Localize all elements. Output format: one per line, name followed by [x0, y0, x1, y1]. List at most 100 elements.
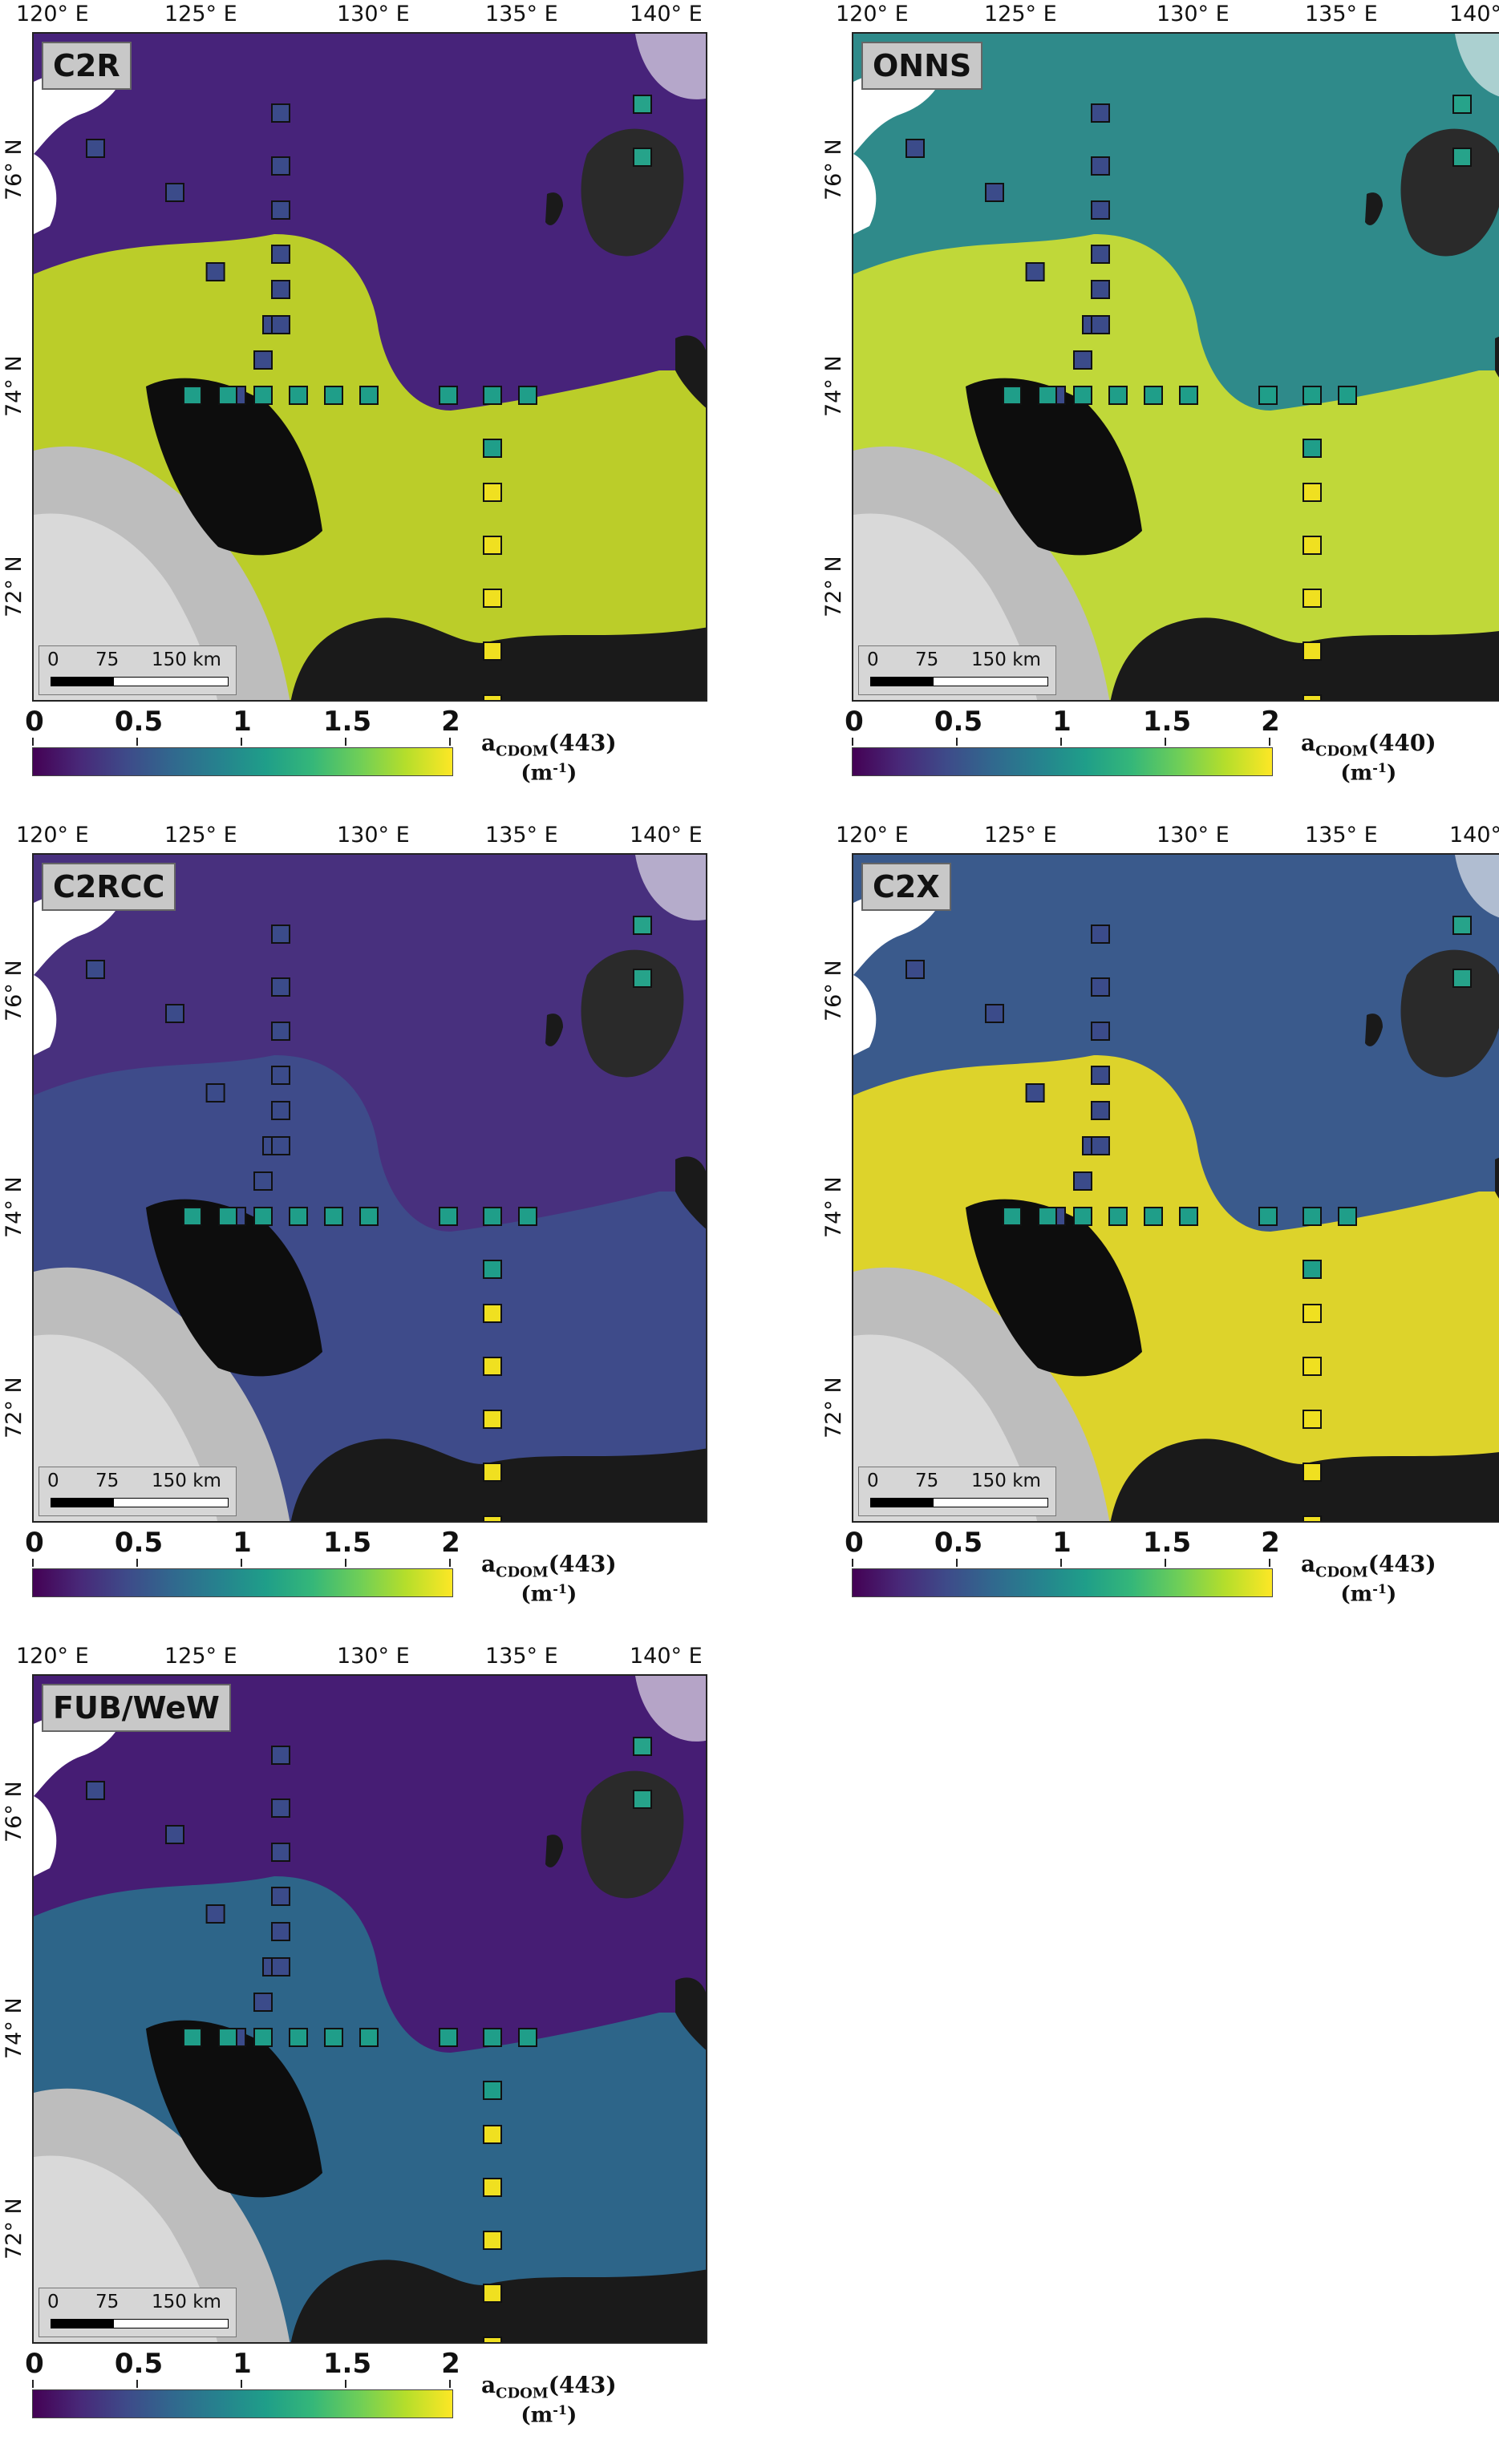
- station-marker: [271, 977, 290, 997]
- station-marker: [518, 2028, 537, 2047]
- station-marker: [1303, 1304, 1322, 1323]
- map-panel-5: FUB/WeW 0 75 150 km 120° E 125° E 130° E…: [0, 1642, 754, 2464]
- station-marker: [271, 1922, 290, 1941]
- station-marker: [1303, 1515, 1322, 1521]
- colorbar-ticks: [852, 1559, 1273, 1567]
- colorbar: [32, 747, 453, 776]
- algorithm-label: C2R: [42, 42, 132, 90]
- scale-bar: 0 75 150 km: [858, 1467, 1056, 1516]
- lon-label-120: 120° E: [836, 823, 909, 848]
- station-marker: [271, 245, 290, 264]
- colorbar-title-subscript: CDOM: [1315, 742, 1368, 760]
- algorithm-label: FUB/WeW: [42, 1684, 231, 1732]
- colorbar-tick-1.5: 1.5: [322, 2348, 372, 2380]
- lat-label-76: 76° N: [2, 1781, 26, 1843]
- lon-label-135: 135° E: [485, 2, 558, 26]
- colorbar-title-subscript: CDOM: [496, 1564, 549, 1581]
- colorbar: [32, 1568, 453, 1597]
- lon-label-130: 130° E: [337, 2, 410, 26]
- station-marker: [271, 280, 290, 299]
- colorbar-tick-labels: 0 0.5 1 1.5 2: [25, 2348, 460, 2380]
- unit-exponent: -1: [553, 2401, 567, 2417]
- colorbar-title-wavelength: (440): [1367, 730, 1436, 756]
- station-marker: [439, 1207, 458, 1226]
- station-marker: [439, 386, 458, 405]
- station-marker: [483, 439, 502, 458]
- scale-segment-black: [51, 1498, 113, 1507]
- colorbar-tick-0: 0: [845, 1527, 864, 1559]
- station-marker: [86, 1781, 105, 1800]
- station-marker: [483, 2081, 502, 2100]
- scale-label-0: 0: [867, 649, 879, 670]
- lon-label-135: 135° E: [1305, 823, 1378, 848]
- colorbar-tick-1.5: 1.5: [322, 1527, 372, 1559]
- lat-label-72: 72° N: [2, 1377, 26, 1438]
- station-marker: [271, 1022, 290, 1041]
- station-marker: [483, 1463, 502, 1482]
- unit-base: (m: [521, 761, 553, 786]
- station-marker: [1073, 1207, 1092, 1226]
- station-marker: [359, 1207, 379, 1226]
- station-marker: [1303, 386, 1322, 405]
- station-marker: [1303, 589, 1322, 608]
- station-marker: [1303, 1207, 1322, 1226]
- station-marker: [271, 1066, 290, 1085]
- scale-segment-black: [870, 1498, 933, 1507]
- station-marker: [1091, 977, 1110, 997]
- station-marker: [483, 1410, 502, 1429]
- station-marker: [1091, 103, 1110, 123]
- colorbar: [32, 2389, 453, 2418]
- lon-label-125: 125° E: [164, 1644, 237, 1669]
- scale-label-75: 75: [915, 649, 939, 670]
- station-marker: [1338, 386, 1357, 405]
- colorbar-tick-labels: 0 0.5 1 1.5 2: [25, 706, 460, 738]
- scale-segment-black: [51, 2319, 113, 2328]
- colorbar-tick-0.5: 0.5: [114, 2348, 164, 2380]
- unit-exponent: -1: [1372, 759, 1387, 775]
- station-marker: [183, 386, 202, 405]
- station-marker: [1144, 1207, 1163, 1226]
- scale-label-0: 0: [867, 1471, 879, 1491]
- station-marker: [483, 483, 502, 502]
- station-marker: [218, 1207, 237, 1226]
- map-frame: FUB/WeW 0 75 150 km: [32, 1674, 707, 2344]
- station-marker: [1091, 200, 1110, 220]
- station-marker: [483, 641, 502, 661]
- station-marker: [985, 183, 1004, 202]
- lat-label-76: 76° N: [2, 960, 26, 1022]
- station-marker: [359, 2028, 379, 2047]
- scale-segment-white: [933, 677, 1048, 686]
- station-marker: [324, 2028, 343, 2047]
- colorbar-ticks: [32, 2380, 453, 2388]
- scale-label-75: 75: [95, 2292, 120, 2312]
- colorbar-title: aCDOM(443) (m-1): [481, 1551, 617, 1607]
- station-marker: [253, 1207, 273, 1226]
- map-image: [34, 855, 706, 1521]
- colorbar-title-wavelength: (443): [1367, 1551, 1436, 1577]
- station-marker: [633, 95, 652, 114]
- unit-exponent: -1: [1372, 1580, 1387, 1596]
- station-marker: [1303, 641, 1322, 661]
- station-marker: [1258, 386, 1278, 405]
- colorbar-tick-2: 2: [441, 2348, 460, 2380]
- lon-label-120: 120° E: [836, 2, 909, 26]
- colorbar-ticks: [852, 738, 1273, 746]
- colorbar-tick-1: 1: [1052, 706, 1072, 738]
- station-marker: [1303, 1260, 1322, 1279]
- map-frame: C2R 0 75 150 km: [32, 32, 707, 702]
- colorbar: [852, 1568, 1273, 1597]
- station-marker: [483, 1304, 502, 1323]
- lon-label-125: 125° E: [164, 823, 237, 848]
- unit-close: ): [1386, 1582, 1397, 1607]
- station-marker: [1179, 1207, 1198, 1226]
- station-marker: [1073, 350, 1092, 370]
- colorbar-tick-labels: 0 0.5 1 1.5 2: [845, 1527, 1280, 1559]
- scale-label-150: 150 km: [971, 1471, 1041, 1491]
- station-marker: [633, 1790, 652, 1809]
- scale-label-150: 150 km: [152, 2292, 221, 2312]
- station-marker: [1303, 483, 1322, 502]
- lat-label-74: 74° N: [2, 1997, 26, 2059]
- station-marker: [271, 315, 290, 334]
- station-marker: [253, 1993, 273, 2012]
- map-frame: C2X 0 75 150 km: [852, 853, 1499, 1523]
